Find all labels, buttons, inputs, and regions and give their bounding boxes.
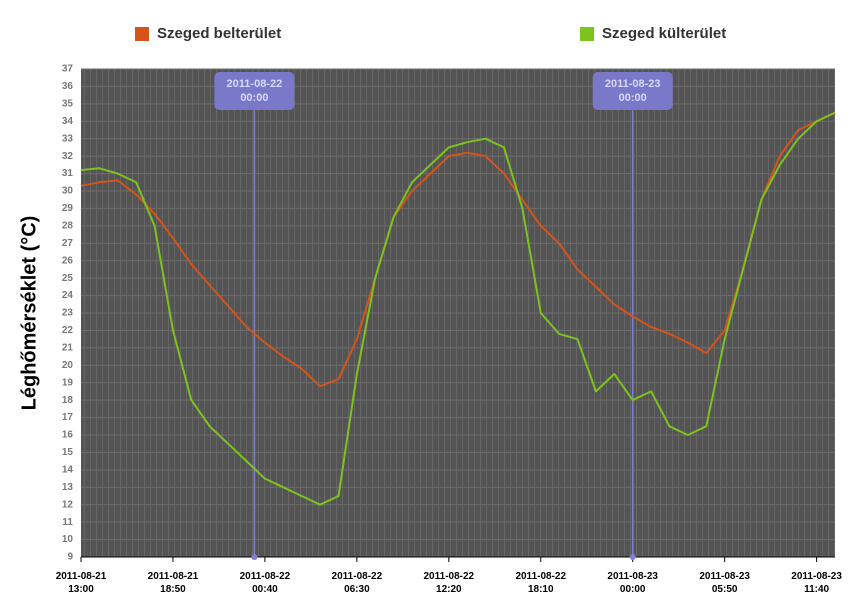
- y-tick-label: 12: [62, 499, 74, 510]
- x-tick-label: 2011-08-22 06:30: [332, 571, 383, 595]
- annotation-dot: [629, 554, 636, 560]
- series-line: [80, 111, 836, 506]
- y-tick-label: 16: [62, 430, 74, 441]
- x-tick-label: 2011-08-23 05:50: [699, 571, 750, 595]
- y-tick-label: 33: [62, 133, 74, 144]
- y-tick-label: 24: [62, 290, 74, 301]
- y-tick-label: 10: [62, 534, 74, 545]
- y-tick-label: 18: [62, 395, 74, 406]
- y-axis-label: Léghőmérséklet (°C): [18, 216, 40, 411]
- y-tick-label: 22: [62, 325, 74, 336]
- annotation-dot: [251, 554, 258, 560]
- y-tick-label: 25: [62, 273, 74, 284]
- y-tick-label: 36: [62, 81, 74, 92]
- series-line: [80, 111, 836, 388]
- y-tick-label: 14: [62, 464, 74, 475]
- x-tick-label: 2011-08-21 18:50: [148, 571, 199, 595]
- y-tick-label: 34: [62, 116, 74, 127]
- y-tick-label: 35: [62, 98, 74, 109]
- annotation-box: [592, 72, 673, 110]
- y-tick-label: 31: [62, 168, 74, 179]
- y-tick-label: 19: [62, 377, 74, 388]
- x-tick-label: 2011-08-22 00:40: [240, 571, 291, 595]
- legend-label: Szeged belterület: [157, 25, 281, 42]
- y-tick-label: 32: [62, 151, 74, 162]
- y-tick-label: 20: [62, 360, 74, 371]
- x-tick-label: 2011-08-21 13:00: [56, 571, 107, 595]
- y-tick-label: 21: [62, 342, 74, 353]
- y-tick-label: 30: [62, 186, 74, 197]
- annotation-box: [214, 72, 295, 110]
- x-tick-label: 2011-08-23 11:40: [791, 571, 842, 595]
- y-tick-label: 27: [62, 238, 74, 249]
- legend-swatch: [580, 27, 594, 41]
- legend-swatch: [135, 27, 149, 41]
- y-tick-label: 23: [62, 308, 74, 319]
- y-tick-label: 37: [62, 64, 74, 75]
- y-tick-label: 15: [62, 447, 74, 458]
- y-tick-label: 11: [62, 517, 73, 528]
- x-tick-label: 2011-08-23 00:00: [607, 571, 658, 595]
- y-tick-label: 17: [62, 412, 74, 423]
- x-tick-label: 2011-08-22 12:20: [424, 571, 475, 595]
- annotation-label: 2011-08-22 00:00: [227, 78, 283, 104]
- y-tick-label: 28: [62, 220, 74, 231]
- legend-label: Szeged külterület: [602, 25, 726, 42]
- annotation-label: 2011-08-23 00:00: [605, 78, 661, 104]
- y-tick-label: 26: [62, 255, 74, 266]
- x-tick-label: 2011-08-22 18:10: [515, 571, 566, 595]
- y-tick-label: 9: [67, 552, 73, 563]
- y-tick-label: 13: [62, 482, 74, 493]
- y-tick-label: 29: [62, 203, 74, 214]
